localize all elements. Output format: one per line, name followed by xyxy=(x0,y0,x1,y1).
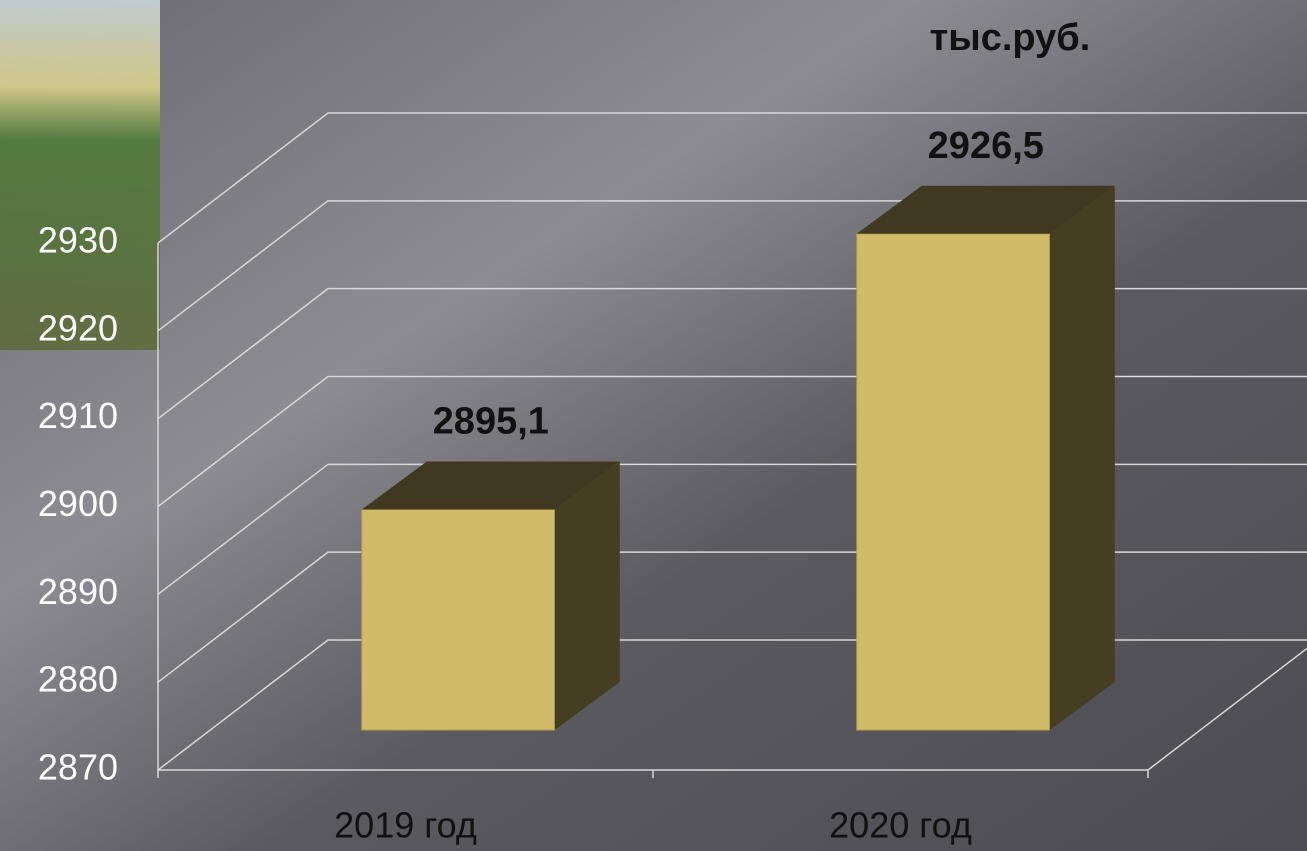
photo xyxy=(0,0,160,350)
grid-line xyxy=(157,112,1307,244)
bar-top xyxy=(856,185,1115,234)
y-tick-label: 2920 xyxy=(38,307,118,348)
grid xyxy=(157,112,1307,778)
bar-side xyxy=(1049,185,1115,730)
x-tick-label: 2020 год xyxy=(829,805,972,846)
bar-side xyxy=(554,461,620,730)
x-tick-label: 2019 год xyxy=(334,805,477,846)
y-tick-label: 2870 xyxy=(38,747,118,788)
bar-front xyxy=(856,233,1051,731)
value-label: 2895,1 xyxy=(433,401,549,443)
y-tick-label: 2910 xyxy=(38,395,118,436)
chart-title: тыс.руб. xyxy=(930,17,1091,59)
bar-front xyxy=(361,509,556,731)
y-tick-label: 2880 xyxy=(38,659,118,700)
y-tick-label: 2890 xyxy=(38,571,118,612)
bars xyxy=(361,185,1115,731)
value-label: 2926,5 xyxy=(928,125,1044,167)
bar xyxy=(361,461,620,731)
y-tick-label: 2900 xyxy=(38,483,118,524)
bar-top xyxy=(361,461,620,510)
y-tick-label: 2930 xyxy=(38,220,118,261)
bar xyxy=(856,185,1115,731)
